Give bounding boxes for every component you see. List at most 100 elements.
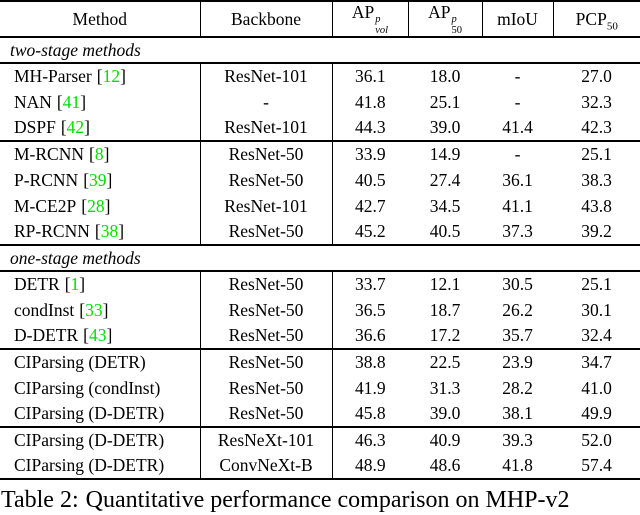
pcp-cell: 39.2 [553,219,640,247]
results-table: Method Backbone AP p vol AP p 50 mIoU PCP50 … [0,0,640,481]
citation-link[interactable]: [42] [61,117,90,137]
method-name: CIParsing (D-DETR) [14,403,165,424]
citation-number: 8 [94,144,104,165]
ap-50-cell: 31.3 [429,377,461,398]
backbone-cell: ResNet-101 [200,193,333,220]
bracket: [ [96,66,103,87]
ap-50-cell: 39.0 [408,401,482,429]
ap-50-cell: 22.5 [429,352,461,373]
miou-cell: 39.3 [502,430,533,451]
method-name: MH-Parser [14,66,92,87]
method-cell: M-CE2P [28] [0,193,201,220]
backbone-cell: ResNet-50 [200,219,333,247]
pcp-cell: 52.0 [581,430,612,451]
method-cell: DSPF [42] [0,115,201,143]
citation-link[interactable]: [39] [83,170,112,190]
ap-50-cell: 25.1 [429,91,461,112]
bracket: ] [84,117,90,138]
table-row: CIParsing (D-DETR) ResNeXt-101 46.3 40.9… [0,427,640,454]
citation-link[interactable]: [43] [83,325,112,345]
citation-link[interactable]: [41] [57,92,86,112]
miou-cell: 26.2 [502,299,533,320]
method-cell: CIParsing (D-DETR) [0,427,201,454]
ap-50-cell: 12.1 [429,274,461,295]
miou-cell: 41.8 [502,455,533,476]
citation-link[interactable]: [33] [79,300,108,320]
table-row: DSPF [42] ResNet-101 44.3 39.0 41.4 42.3 [0,115,640,143]
section-header-one-stage: one-stage methods [0,245,640,273]
backbone-cell: - [200,89,333,116]
metric-base: AP [351,2,375,22]
citation-number: 33 [85,299,103,320]
bracket: ] [80,91,87,112]
ap-50-cell: 14.9 [429,144,461,165]
pcp-cell: 30.1 [581,299,612,320]
metric-supsub: p 50 [451,14,462,37]
ap-50-cell: 34.5 [429,195,461,216]
citation-number: 43 [88,325,107,346]
citation-link[interactable]: [12] [97,66,126,86]
citation-number: 39 [89,169,107,190]
ap-vol-cell: 41.9 [354,377,386,398]
bracket: [ [89,144,95,165]
caption-label: Table 2: [1,487,79,514]
bracket: ] [106,325,113,346]
ap-vol-cell: 33.7 [354,274,386,295]
table-row: M-CE2P [28] ResNet-101 42.7 34.5 41.1 43.… [0,193,640,220]
citation-link[interactable]: [8] [89,144,109,164]
method-name: RP-RCNN [14,221,90,242]
bracket: ] [102,299,109,320]
miou-cell: - [514,66,521,87]
table-row: CIParsing (DETR) ResNet-50 38.8 22.5 23.… [0,349,640,376]
caption-text: Quantitative performance comparison on M… [85,487,570,514]
method-cell: CIParsing (D-DETR) [0,401,201,429]
table-row: NAN [41] - 41.8 25.1 - 32.3 [0,89,640,116]
backbone-cell: ResNet-50 [200,141,333,168]
col-header-ap-vol: AP p vol [332,1,409,39]
citation-link[interactable]: [28] [81,196,110,216]
method-name: NAN [14,91,52,112]
method-name: DSPF [14,117,56,138]
bracket: [ [81,195,88,216]
backbone-cell: ResNeXt-101 [200,427,333,454]
table-caption: Table 2: Quantitative performance compari… [0,487,640,514]
ap-50-cell: 17.2 [408,323,482,351]
method-cell: CIParsing (condInst) [0,375,201,402]
ap-vol-cell: 45.2 [332,219,408,247]
backbone-cell: ResNet-50 [200,323,333,351]
ap-vol-cell: 36.6 [332,323,408,351]
miou-cell: 37.3 [482,219,553,247]
method-cell: DETR [1] [0,271,201,298]
method-cell: D-DETR [43] [0,323,201,351]
backbone-cell: ResNet-101 [200,115,333,143]
method-name: M-RCNN [14,144,85,165]
bracket: [ [83,325,89,346]
citation-link[interactable]: [1] [65,274,85,294]
ap-vol-cell: 45.8 [332,401,408,429]
bracket: ] [103,144,110,165]
backbone-cell: ResNet-50 [200,271,333,298]
table-row: CIParsing (D-DETR) ConvNeXt-B 48.9 48.6 … [0,453,640,480]
citation-number: 28 [87,195,105,216]
citation-number: 41 [62,91,81,112]
ap-vol-cell: 46.3 [354,430,386,451]
ap-vol-cell: 42.7 [354,195,386,216]
col-header-pcp-50: PCP50 [553,1,640,39]
citation-number: 12 [102,66,121,87]
bracket: ] [104,195,111,216]
table-row: DETR [1] ResNet-50 33.7 12.1 30.5 25.1 [0,271,640,298]
method-name: DETR [14,274,60,295]
bracket: [ [64,274,71,295]
table-row: CIParsing (D-DETR) ResNet-50 45.8 39.0 3… [0,401,640,429]
backbone-cell: ResNet-50 [200,349,333,376]
citation-link[interactable]: [38] [95,221,124,241]
method-name: CIParsing (D-DETR) [14,455,165,476]
method-cell: CIParsing (DETR) [0,349,201,376]
method-name: CIParsing (DETR) [14,352,146,373]
method-cell: condInst [33] [0,297,201,324]
pcp-cell: 25.1 [581,274,612,295]
ap-vol-cell: 33.9 [354,144,386,165]
miou-cell: 36.1 [502,169,533,190]
metric-sub: 50 [606,20,618,33]
miou-cell: 41.4 [482,115,553,143]
